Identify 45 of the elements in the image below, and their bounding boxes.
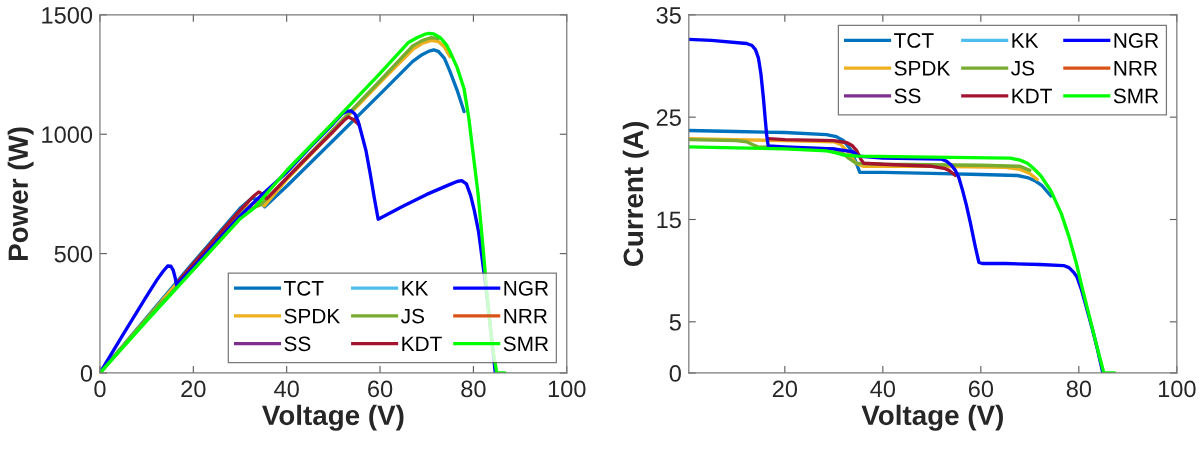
y-tick-label: 35 [656, 6, 681, 24]
x-tick-label: 100 [1158, 380, 1196, 398]
legend-label: NRR [1114, 61, 1158, 76]
x-tick-label: 80 [1066, 380, 1092, 398]
y-tick-label: 0 [669, 365, 681, 382]
x-tick-label: 20 [772, 380, 798, 398]
y-tick-label: 0 [80, 365, 93, 382]
y-tick-label: 15 [657, 211, 681, 229]
x-tick-label: 100 [548, 380, 586, 398]
line-series [688, 145, 1117, 373]
y-tick-label: 1000 [42, 126, 93, 144]
legend-label: NGR [1114, 33, 1159, 48]
legend-label: SMR [1113, 88, 1159, 104]
legend-label: NRR [504, 308, 547, 324]
legend-label: KK [402, 281, 429, 296]
legend-label: JS [1011, 60, 1035, 76]
y-tick-label: 5 [669, 314, 681, 331]
y-axis-title: Power (W) [7, 127, 34, 260]
legend-label: TCT [894, 33, 934, 48]
y-tick-label: 1500 [42, 6, 93, 24]
x-tick-label: 40 [274, 380, 299, 398]
legend-label: SPDK [284, 308, 341, 324]
legend-label: JS [401, 308, 425, 324]
legend-label: KDT [402, 336, 442, 351]
legend-label: SS [894, 88, 921, 104]
legend-label: NGR [504, 280, 549, 296]
y-axis-title: Current (A) [622, 122, 649, 267]
line-series [766, 136, 958, 178]
y-tick-label: 25 [656, 109, 681, 126]
legend-label: KDT [1012, 88, 1052, 104]
legend-label: SS [284, 336, 311, 352]
line-series [688, 128, 1053, 198]
x-tick-label: 40 [870, 380, 896, 398]
legend-label: KK [1012, 33, 1039, 48]
y-tick-label: 500 [54, 245, 93, 263]
x-tick-label: 0 [94, 380, 106, 398]
x-tick-label: 60 [968, 380, 994, 398]
x-tick-label: 20 [181, 380, 206, 398]
legend-label: SPDK [894, 60, 951, 76]
legend-label: SMR [503, 336, 549, 352]
x-tick-label: 80 [461, 380, 486, 398]
legend-label: TCT [283, 280, 324, 296]
x-axis-title: Voltage (V) [262, 404, 404, 431]
x-tick-label: 60 [368, 380, 393, 398]
x-axis-title: Voltage (V) [861, 404, 1003, 431]
